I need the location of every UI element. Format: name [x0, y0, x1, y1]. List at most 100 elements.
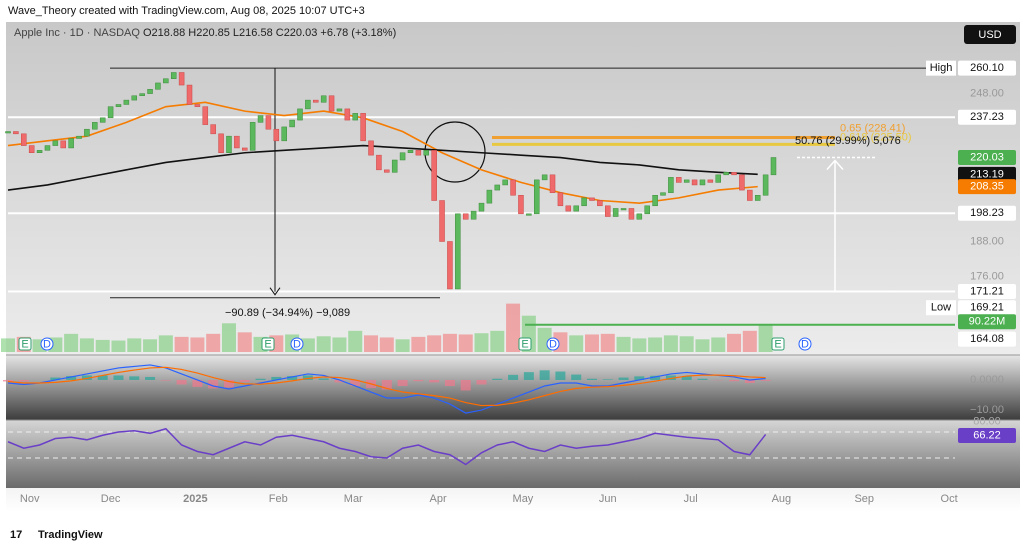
- event-label: D: [43, 338, 51, 350]
- volume-label: 90.22M: [969, 316, 1006, 328]
- macd-histogram: [239, 379, 250, 383]
- candle: [163, 78, 169, 84]
- volume-bar: [190, 337, 205, 352]
- candle: [731, 172, 737, 176]
- x-tick-label: Feb: [269, 493, 288, 505]
- event-marker: [290, 337, 304, 351]
- macd-histogram: [223, 379, 234, 388]
- volume-bar: [237, 332, 252, 352]
- macd-histogram: [681, 376, 692, 380]
- measure-down-arrow: [269, 287, 281, 296]
- volume-bar: [158, 335, 173, 352]
- volume-bar: [490, 330, 505, 352]
- currency-label[interactable]: USD: [978, 29, 1001, 41]
- volume-label-box: [958, 314, 1016, 330]
- candle: [549, 174, 556, 193]
- candle: [92, 122, 98, 130]
- volume-bar: [95, 339, 110, 352]
- candle: [565, 205, 572, 212]
- candle: [612, 208, 619, 217]
- volume-bar: [143, 339, 158, 352]
- candle: [652, 195, 658, 207]
- price-label-box: [958, 60, 1016, 76]
- candle: [581, 197, 587, 207]
- price-label: 237.23: [970, 111, 1004, 123]
- event-label: E: [21, 338, 28, 350]
- candle: [399, 152, 406, 161]
- candle: [754, 195, 761, 201]
- candle: [431, 150, 437, 201]
- event-marker: [518, 337, 532, 351]
- candle: [210, 124, 216, 135]
- candle: [660, 192, 666, 196]
- volume-bar: [663, 335, 678, 352]
- candle: [5, 131, 11, 134]
- macd-histogram: [3, 379, 13, 382]
- candle: [636, 213, 643, 220]
- candle: [439, 200, 445, 242]
- macd-histogram: [66, 376, 77, 380]
- candle: [502, 179, 508, 186]
- volume-bar: [364, 335, 379, 352]
- event-label: D: [801, 338, 809, 350]
- candle: [620, 208, 627, 211]
- macd-histogram: [697, 378, 708, 380]
- macd-histogram: [602, 379, 613, 380]
- macd-histogram: [665, 375, 676, 380]
- candle: [683, 179, 690, 183]
- candle: [60, 140, 66, 149]
- event-label: D: [549, 338, 557, 350]
- volume-bar: [79, 338, 94, 352]
- x-tick-label: Sep: [854, 493, 874, 505]
- rsi-panel: [6, 420, 1020, 488]
- candle: [533, 179, 540, 215]
- candle: [352, 113, 358, 121]
- volume-bar: [221, 323, 236, 352]
- quote-high: H220.85: [188, 27, 230, 39]
- candle: [202, 106, 209, 125]
- y-tick-label: 176.00: [970, 271, 1004, 283]
- event-label: E: [521, 338, 528, 350]
- rsi-tick-label: 80.00: [973, 415, 1001, 427]
- candle: [107, 106, 114, 119]
- logo-mark: 17: [10, 529, 22, 541]
- macd-histogram: [50, 377, 61, 380]
- volume-bar: [506, 303, 521, 352]
- candle: [281, 126, 287, 142]
- candle: [226, 135, 232, 153]
- candle: [68, 138, 74, 149]
- volume-bar: [442, 333, 457, 352]
- y-tick-label: 248.00: [970, 88, 1004, 100]
- volume-bar: [427, 335, 442, 352]
- measure-up-arrow: [826, 159, 844, 170]
- volume-bar: [206, 333, 221, 352]
- macd-histogram: [492, 378, 503, 380]
- volume-bar: [111, 340, 126, 352]
- price-label: 213.19: [970, 168, 1004, 180]
- volume-bar: [395, 339, 410, 352]
- candle: [715, 174, 721, 183]
- currency-button[interactable]: [964, 25, 1016, 44]
- candle: [218, 133, 224, 153]
- macd-histogram: [397, 379, 408, 386]
- candle: [423, 150, 430, 156]
- macd-histogram: [350, 379, 361, 386]
- volume-bar: [348, 330, 363, 352]
- candle: [99, 117, 106, 123]
- price-label: 198.23: [970, 207, 1004, 219]
- candle: [644, 205, 650, 215]
- candle: [234, 135, 240, 149]
- volume-bar: [411, 336, 426, 352]
- candle: [147, 89, 153, 94]
- macd-histogram: [318, 378, 329, 380]
- price-label-box: [958, 109, 1016, 125]
- candle: [747, 189, 753, 201]
- symbol: Apple Inc · 1D · NASDAQ: [14, 27, 140, 39]
- x-tick-label: Dec: [101, 493, 121, 505]
- candle: [273, 128, 280, 142]
- rsi-line: [7, 427, 767, 466]
- macd-histogram: [176, 379, 187, 385]
- candle: [597, 200, 603, 207]
- candle: [186, 84, 193, 105]
